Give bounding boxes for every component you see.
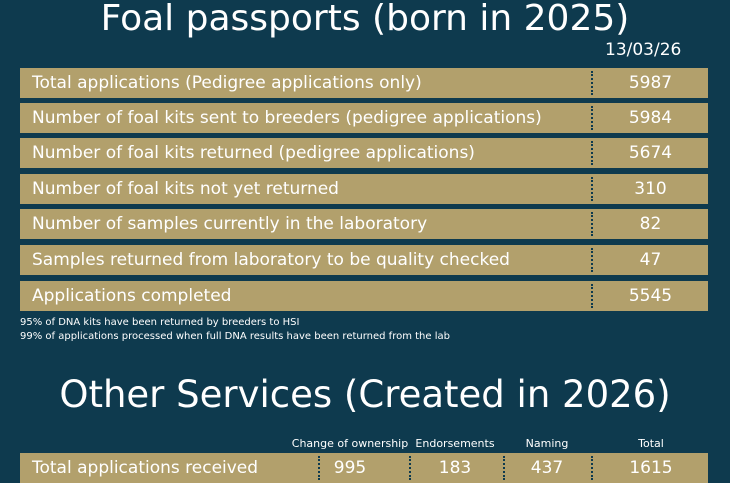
row-label: Number of foal kits not yet returned (32, 179, 339, 199)
row-value: 5987 (628, 73, 673, 93)
row-label: Total applications (Pedigree application… (32, 73, 422, 93)
note: 99% of applications processed when full … (20, 331, 450, 342)
note: 95% of DNA kits have been returned by br… (20, 317, 300, 328)
divider (591, 212, 593, 236)
divider (591, 141, 593, 165)
divider (591, 106, 593, 130)
table-row: Applications completed 5545 (20, 281, 708, 311)
row-value: 82 (639, 214, 662, 234)
divider (591, 177, 593, 201)
table-row: Number of foal kits sent to breeders (pe… (20, 103, 708, 133)
row-label: Total applications received (32, 458, 259, 478)
row-value: 310 (634, 179, 667, 199)
column-header: Change of ownership (291, 437, 409, 450)
divider (318, 456, 320, 480)
row-label: Applications completed (32, 286, 232, 306)
table-row: Number of foal kits not yet returned 310 (20, 174, 708, 204)
row-value: 5674 (628, 143, 673, 163)
table-row: Samples returned from laboratory to be q… (20, 245, 708, 275)
table-row: Total applications (Pedigree application… (20, 68, 708, 98)
row-label: Number of samples currently in the labor… (32, 214, 428, 234)
title: Foal passports (born in 2025) (100, 0, 630, 39)
divider (591, 248, 593, 272)
divider (409, 456, 411, 480)
date: 13/03/26 (605, 40, 682, 60)
section-title: Other Services (Created in 2026) (59, 373, 671, 416)
table-row: Number of foal kits returned (pedigree a… (20, 138, 708, 168)
row-value: 437 (530, 458, 564, 478)
row-value: 47 (639, 250, 662, 270)
other-row: Total applications received 995 183 437 1615 (20, 453, 708, 483)
divider (503, 456, 505, 480)
divider (591, 456, 593, 480)
table-row: Number of samples currently in the labor… (20, 209, 708, 239)
column-header: Endorsements (415, 437, 495, 450)
row-value: 5545 (628, 286, 673, 306)
row-label: Number of foal kits sent to breeders (pe… (32, 108, 542, 128)
row-value: 5984 (628, 108, 673, 128)
row-value: 995 (333, 458, 367, 478)
column-header: Total (638, 437, 664, 450)
row-label: Samples returned from laboratory to be q… (32, 250, 510, 270)
row-value: 183 (438, 458, 472, 478)
divider (591, 284, 593, 308)
row-value: 1615 (629, 458, 673, 478)
row-label: Number of foal kits returned (pedigree a… (32, 143, 475, 163)
divider (591, 71, 593, 95)
column-header: Naming (525, 437, 569, 450)
